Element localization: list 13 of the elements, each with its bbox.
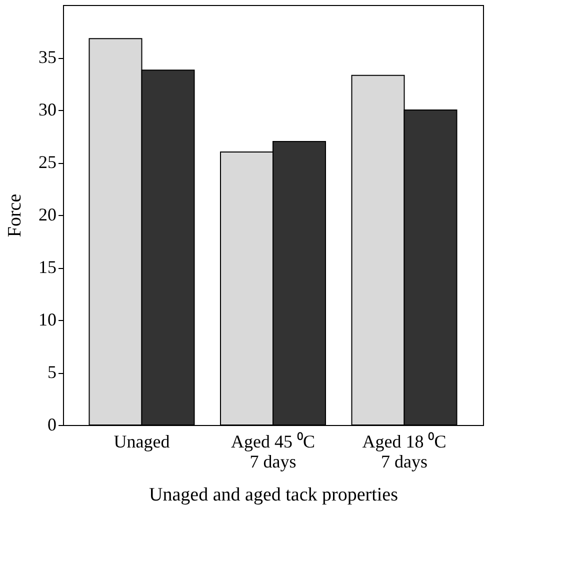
x-tick-label: Unaged [114,432,170,452]
y-tick-label: 5 [48,362,56,382]
y-tick-label: 20 [38,204,56,224]
x-axis-title: Unaged and aged tack properties [148,484,398,506]
y-tick-label: 30 [38,100,56,120]
x-tick-label: Aged 45 ⁰C 7 days [231,432,315,472]
y-tick-label: 35 [38,47,56,67]
y-tick-label: 15 [38,257,56,277]
y-tick-label: 25 [38,152,56,172]
y-axis-title: Force [4,194,26,238]
y-tick-label: 10 [38,310,56,330]
x-tick-label: Aged 18 ⁰C 7 days [362,432,446,472]
y-tick-label: 0 [48,414,56,434]
